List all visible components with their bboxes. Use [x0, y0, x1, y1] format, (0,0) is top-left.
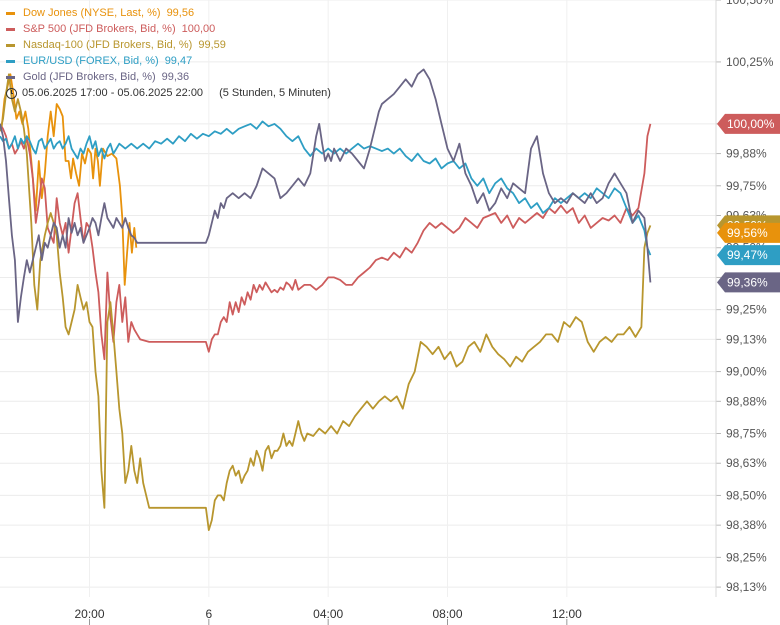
legend: Dow Jones (NYSE, Last, %) 99,56 S&P 500 …: [6, 5, 331, 101]
y-tick-label: 100,25%: [726, 55, 774, 69]
legend-item-nasdaq[interactable]: Nasdaq-100 (JFD Brokers, Bid, %) 99,59: [6, 37, 331, 53]
y-tick-label: 98,75%: [726, 427, 767, 441]
last-value-badge: [717, 113, 780, 134]
last-value-badge: [717, 272, 780, 293]
legend-label-eurusd: EUR/USD (FOREX, Bid, %): [23, 55, 159, 67]
y-tick-label: 98,63%: [726, 456, 767, 470]
legend-label-gold: Gold (JFD Brokers, Bid, %): [23, 71, 156, 83]
time-range: 05.06.2025 17:00 - 05.06.2025 22:00 (5 S…: [6, 85, 331, 101]
legend-value-sp500: 100,00: [181, 23, 216, 35]
last-value-label: 100,00%: [727, 117, 775, 131]
x-tick-label: 08:00: [432, 607, 462, 621]
series-line: [0, 73, 138, 286]
y-tick-label: 98,38%: [726, 518, 767, 532]
legend-item-gold[interactable]: Gold (JFD Brokers, Bid, %) 99,36: [6, 69, 331, 85]
y-tick-label: 100,50%: [726, 0, 774, 7]
time-range-label: 05.06.2025 17:00 - 05.06.2025 22:00: [22, 87, 204, 99]
last-value-badges: 100,00%99,59%99,56%99,47%99,36%: [717, 113, 780, 293]
legend-item-sp500[interactable]: S&P 500 (JFD Brokers, Bid, %) 100,00: [6, 21, 331, 37]
x-tick-label: 04:00: [313, 607, 343, 621]
legend-value-nasdaq: 99,59: [198, 39, 226, 51]
y-tick-label: 99,00%: [726, 365, 767, 379]
legend-swatch-sp500: [6, 27, 15, 31]
x-tick-label: 6: [205, 607, 212, 621]
clock-icon: [6, 87, 17, 99]
legend-label-sp500: S&P 500 (JFD Brokers, Bid, %): [23, 23, 176, 35]
last-value-label: 99,47%: [727, 248, 768, 262]
y-tick-label: 98,25%: [726, 550, 767, 564]
y-tick-label: 98,13%: [726, 580, 767, 594]
x-tick-label: 20:00: [74, 607, 104, 621]
last-value-badge: [717, 222, 780, 243]
last-value-label: 99,36%: [727, 275, 768, 289]
y-tick-label: 99,25%: [726, 303, 767, 317]
series-line: [0, 68, 652, 323]
legend-value-gold: 99,36: [161, 71, 190, 83]
y-tick-label: 99,88%: [726, 147, 767, 161]
y-tick-label: 99,13%: [726, 332, 767, 346]
series-line: [0, 120, 652, 256]
legend-value-dow-jones: 99,56: [166, 7, 195, 19]
legend-swatch-dow-jones: [6, 11, 15, 15]
y-tick-label: 98,88%: [726, 394, 767, 408]
legend-swatch-eurusd: [6, 59, 15, 63]
y-tick-label: 98,50%: [726, 488, 767, 502]
y-axis: 100,50%100,25%100,00%99,88%99,75%99,63%9…: [715, 0, 774, 597]
last-value-badge: [717, 245, 780, 266]
time-range-interval: (5 Stunden, 5 Minuten): [219, 87, 331, 99]
y-tick-label: 99,75%: [726, 179, 767, 193]
legend-label-nasdaq: Nasdaq-100 (JFD Brokers, Bid, %): [23, 39, 193, 51]
legend-swatch-gold: [6, 75, 15, 79]
x-axis: 20:00 6 04:00 08:00 12:00: [74, 607, 582, 625]
legend-item-eurusd[interactable]: EUR/USD (FOREX, Bid, %) 99,47: [6, 53, 331, 69]
series-lines: [0, 68, 652, 531]
legend-label-dow-jones: Dow Jones (NYSE, Last, %): [23, 7, 161, 19]
legend-value-eurusd: 99,47: [164, 55, 193, 67]
last-value-label: 99,56%: [727, 226, 768, 240]
legend-item-dow-jones[interactable]: Dow Jones (NYSE, Last, %) 99,56: [6, 5, 331, 21]
series-line: [0, 73, 652, 531]
legend-swatch-nasdaq: [6, 43, 15, 47]
x-tick-label: 12:00: [552, 607, 582, 621]
